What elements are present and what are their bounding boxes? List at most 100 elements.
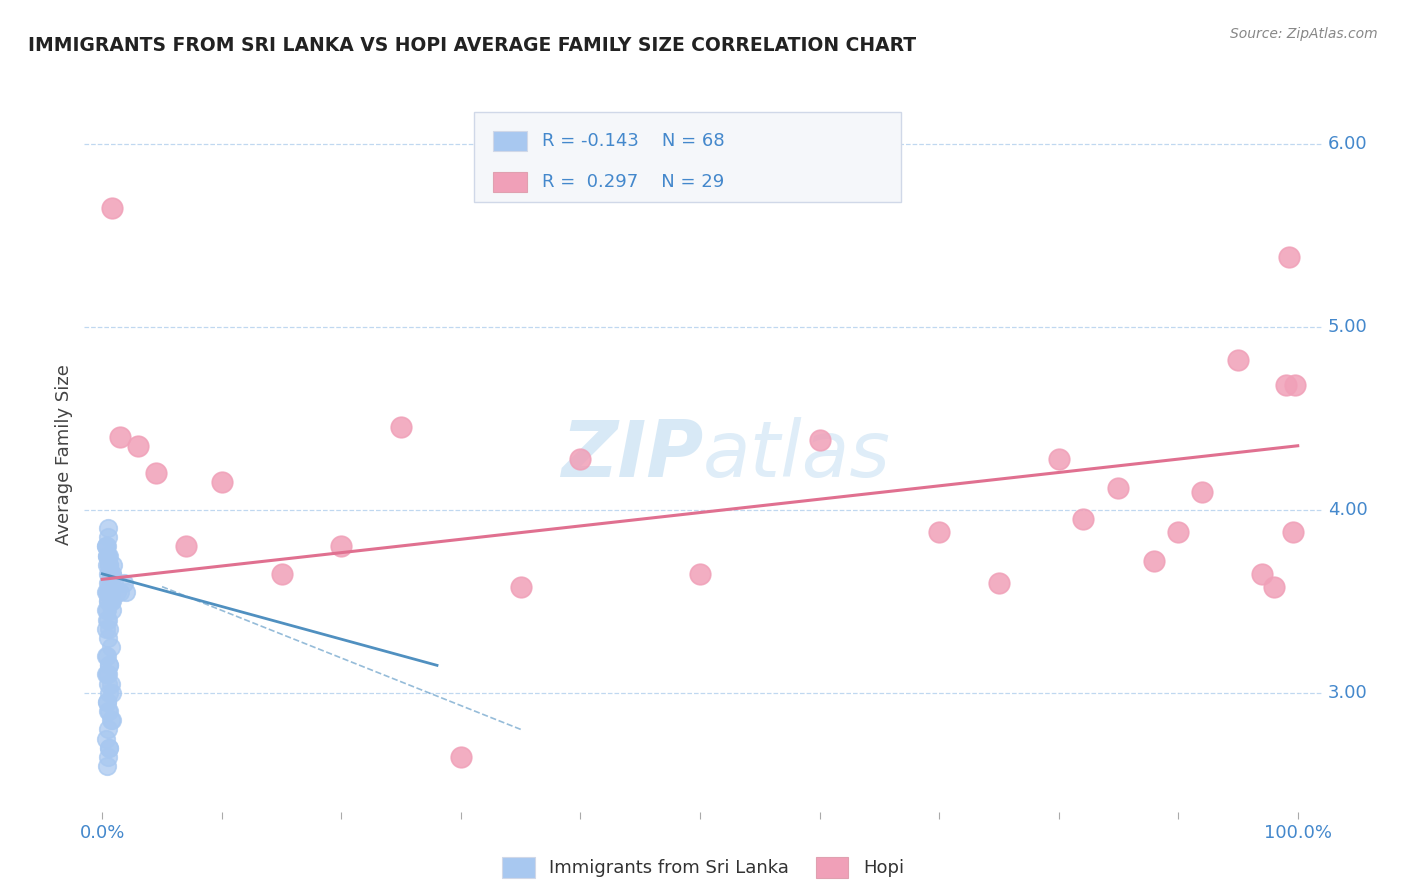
Point xyxy=(98,585,121,599)
Point xyxy=(94,667,117,681)
Point xyxy=(100,576,122,591)
Point xyxy=(98,622,121,636)
Point xyxy=(110,429,132,443)
Point xyxy=(98,585,121,599)
Point xyxy=(94,731,117,746)
Point xyxy=(98,740,121,755)
Point xyxy=(101,558,124,572)
Point xyxy=(96,558,118,572)
Point xyxy=(97,676,120,690)
FancyBboxPatch shape xyxy=(492,131,527,151)
Point xyxy=(97,723,120,737)
Point xyxy=(98,704,121,718)
Point xyxy=(97,566,120,581)
Point xyxy=(1274,378,1296,392)
Point xyxy=(1263,580,1285,594)
Point xyxy=(96,759,118,773)
Point xyxy=(808,434,831,448)
Text: 3.00: 3.00 xyxy=(1327,684,1368,702)
Point xyxy=(97,594,120,608)
Point xyxy=(1226,352,1249,367)
Text: ZIP: ZIP xyxy=(561,417,703,493)
Point xyxy=(98,576,121,591)
Point xyxy=(94,540,117,554)
Point xyxy=(98,686,121,700)
Point xyxy=(145,467,167,481)
Point xyxy=(98,549,121,563)
Point xyxy=(1167,524,1189,539)
Point xyxy=(100,640,122,654)
Point xyxy=(97,594,120,608)
Point xyxy=(101,713,124,727)
Point xyxy=(330,540,353,554)
Point xyxy=(389,420,412,434)
Point xyxy=(101,594,124,608)
Point xyxy=(1284,378,1306,392)
Point xyxy=(105,585,128,599)
Point xyxy=(94,540,117,554)
Point xyxy=(987,576,1010,591)
Point xyxy=(689,566,711,581)
Point xyxy=(96,540,118,554)
Point xyxy=(96,695,118,709)
Point xyxy=(100,585,122,599)
Text: 6.00: 6.00 xyxy=(1327,135,1368,153)
Point xyxy=(450,749,472,764)
Point xyxy=(101,686,124,700)
Point xyxy=(1278,250,1301,264)
Point xyxy=(101,201,124,215)
Point xyxy=(97,667,120,681)
Point xyxy=(96,613,118,627)
Point xyxy=(115,585,138,599)
Point xyxy=(127,439,149,453)
Point xyxy=(98,585,121,599)
FancyBboxPatch shape xyxy=(492,172,527,192)
Point xyxy=(97,576,120,591)
Point xyxy=(1282,524,1305,539)
Point xyxy=(100,713,122,727)
Point xyxy=(100,566,122,581)
Point xyxy=(94,649,117,664)
Point xyxy=(174,540,197,554)
Point xyxy=(98,558,121,572)
Point xyxy=(98,658,121,673)
Text: Source: ZipAtlas.com: Source: ZipAtlas.com xyxy=(1230,27,1378,41)
Point xyxy=(1107,481,1129,495)
Point xyxy=(97,530,120,544)
Point xyxy=(103,576,125,591)
Point xyxy=(96,667,118,681)
Point xyxy=(97,549,120,563)
Point xyxy=(94,622,117,636)
Text: IMMIGRANTS FROM SRI LANKA VS HOPI AVERAGE FAMILY SIZE CORRELATION CHART: IMMIGRANTS FROM SRI LANKA VS HOPI AVERAG… xyxy=(28,36,917,54)
Point xyxy=(96,549,118,563)
Point xyxy=(96,695,118,709)
Point xyxy=(1250,566,1272,581)
Point xyxy=(96,603,118,617)
Point xyxy=(97,631,120,645)
Point xyxy=(100,594,122,608)
Point xyxy=(928,524,950,539)
Y-axis label: Average Family Size: Average Family Size xyxy=(55,365,73,545)
Point xyxy=(509,580,531,594)
Point xyxy=(100,594,122,608)
Point xyxy=(110,585,132,599)
Text: R =  0.297    N = 29: R = 0.297 N = 29 xyxy=(543,173,724,191)
Text: R = -0.143    N = 68: R = -0.143 N = 68 xyxy=(543,132,724,150)
Point xyxy=(1191,484,1213,499)
Point xyxy=(98,558,121,572)
Point xyxy=(101,566,124,581)
Point xyxy=(1071,512,1094,526)
Point xyxy=(97,521,120,535)
Point xyxy=(96,649,118,664)
Legend: Immigrants from Sri Lanka, Hopi: Immigrants from Sri Lanka, Hopi xyxy=(495,849,911,885)
Point xyxy=(96,585,118,599)
Point xyxy=(97,749,120,764)
Point xyxy=(98,658,121,673)
Point xyxy=(1143,554,1166,568)
Point xyxy=(96,549,118,563)
Point xyxy=(98,740,121,755)
Point xyxy=(101,603,124,617)
Point xyxy=(94,585,117,599)
Text: 5.00: 5.00 xyxy=(1327,318,1368,335)
Point xyxy=(112,576,135,591)
